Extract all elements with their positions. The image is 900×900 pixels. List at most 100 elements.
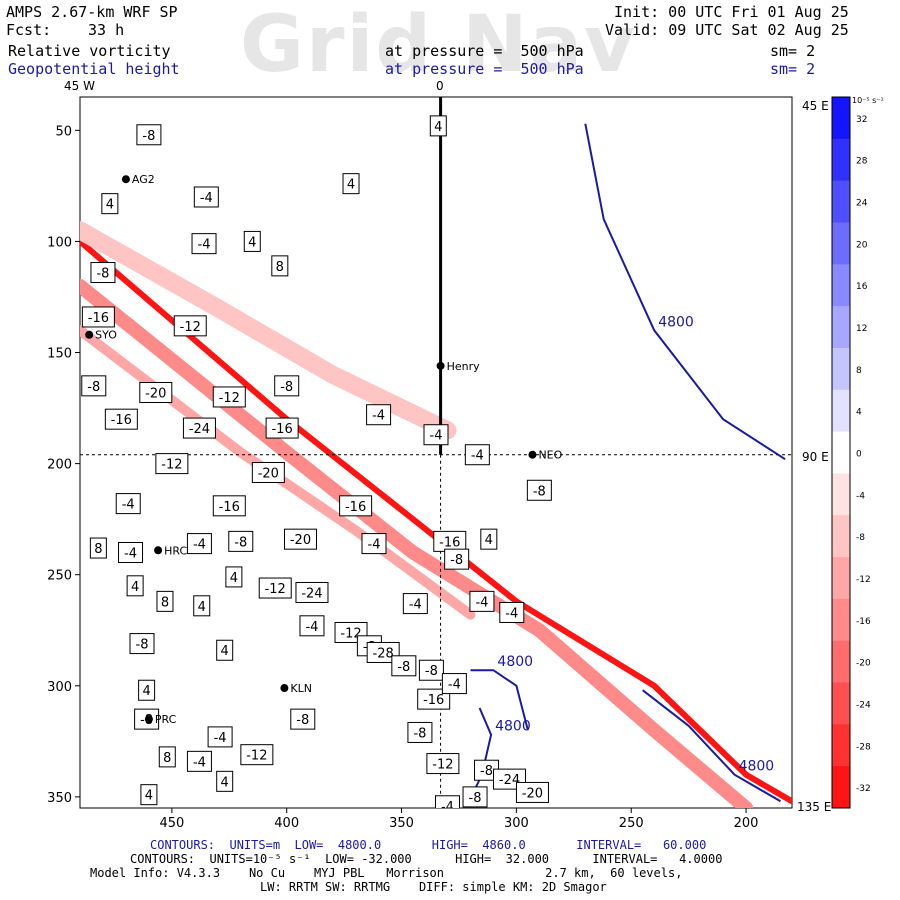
station-dot xyxy=(144,715,153,724)
height-contour-1 xyxy=(584,123,786,461)
contour-label-box xyxy=(295,581,329,603)
contour-label-text: -8 xyxy=(234,535,247,550)
contour-label-15: -4 xyxy=(366,404,392,426)
contour-label-text: 4 xyxy=(142,684,150,699)
lon-90e-label: 90 E xyxy=(802,450,829,464)
contour-label-box xyxy=(115,493,141,515)
valid-time: Valid: 09 UTC Sat 02 Aug 25 xyxy=(605,21,849,39)
contour-label-13: -12 xyxy=(212,386,246,408)
contour-label-37: 4 xyxy=(126,575,144,597)
colorbar-tick-label: 20 xyxy=(856,240,868,250)
contour-label-box xyxy=(136,124,162,146)
colorbar-unit: 10⁻⁵ s⁻¹ xyxy=(852,96,884,105)
y-tick-label: 150 xyxy=(47,347,72,362)
contour-label-box xyxy=(417,688,451,710)
contour-label-text: 8 xyxy=(163,751,171,766)
contour-label-65: -12 xyxy=(426,753,460,775)
contour-label-text: -4 xyxy=(471,449,484,464)
contour-label-27: -4 xyxy=(186,533,212,555)
contour-label-58: -8 xyxy=(290,708,316,730)
contour-label-12: -20 xyxy=(139,382,173,404)
contour-label-54: -4 xyxy=(441,673,467,695)
contour-label-text: -20 xyxy=(258,466,279,481)
x-tick-label: 400 xyxy=(274,816,299,831)
contour-label-41: -4 xyxy=(469,590,495,612)
colorbar-swatch xyxy=(832,222,850,265)
contour-label-48: -8 xyxy=(129,633,155,655)
contour-label-50: -28 xyxy=(366,641,400,663)
colorbar-swatch xyxy=(832,389,850,433)
contour-label-49: 4 xyxy=(216,639,234,661)
lon-left-label: 45 W xyxy=(64,79,95,93)
contour-label-box xyxy=(283,528,317,550)
contour-label-33: 4 xyxy=(480,528,498,550)
contour-label-text: -8 xyxy=(280,380,293,395)
contour-label-25: -16 xyxy=(212,495,246,517)
height-contour-label-3: 4800 xyxy=(495,719,531,735)
contour-label-box xyxy=(138,679,156,701)
contour-label-text: 4 xyxy=(485,533,493,548)
contour-label-64: -8 xyxy=(407,721,433,743)
pressure1-label: at pressure = 500 hPa xyxy=(385,42,584,60)
contour-label-7: 8 xyxy=(271,255,289,277)
footer-line2: CONTOURS: UNITS=10⁻⁵ s⁻¹ LOW= -32.000 HI… xyxy=(130,852,723,866)
colorbar-swatch xyxy=(832,431,850,474)
x-tick-label: 300 xyxy=(504,816,529,831)
contour-label-box xyxy=(402,593,428,615)
watermark: Grid Nav xyxy=(240,0,637,90)
contour-label-text: -16 xyxy=(271,422,292,437)
colorbar-tick-label: 0 xyxy=(856,450,862,460)
contour-label-text: -4 xyxy=(448,678,461,693)
contour-label-text: -12 xyxy=(180,320,201,335)
contour-label-box xyxy=(464,444,490,466)
y-tick-label: 200 xyxy=(47,458,72,473)
contour-label-box xyxy=(228,530,254,552)
contour-label-box xyxy=(126,575,144,597)
station-dot xyxy=(436,361,445,370)
contour-label-text: -8 xyxy=(136,638,149,653)
contour-label-box xyxy=(104,408,138,430)
colorbar-swatch xyxy=(832,515,850,558)
station-dot xyxy=(121,175,130,184)
contour-label-text: 4 xyxy=(106,198,114,213)
contour-label-box xyxy=(290,708,316,730)
contour-label-box xyxy=(216,639,234,661)
colorbar-tick-label: -24 xyxy=(856,700,871,710)
contour-label-box xyxy=(156,590,174,612)
contour-label-38: -12 xyxy=(258,577,292,599)
contour-label-box xyxy=(191,233,217,255)
contour-label-text: -4 xyxy=(214,731,227,746)
contour-label-box xyxy=(251,461,285,483)
contour-label-29: -20 xyxy=(283,528,317,550)
contour-label-text: 4 xyxy=(131,580,139,595)
contour-label-box xyxy=(216,770,234,792)
contour-label-box xyxy=(101,193,119,215)
contour-label-text: 8 xyxy=(276,260,284,275)
contour-label-box xyxy=(212,495,246,517)
contour-label-text: -12 xyxy=(432,758,453,773)
colorbar-tick-label: -4 xyxy=(856,491,865,501)
contour-label-box xyxy=(173,315,207,337)
contour-label-box xyxy=(193,186,219,208)
contour-label-text: -4 xyxy=(430,429,443,444)
contour-label-box xyxy=(342,173,360,195)
station-kln: KLN xyxy=(280,682,312,695)
contour-label-20: -4 xyxy=(464,444,490,466)
contour-label-text: -16 xyxy=(439,535,460,550)
station-name: PRC xyxy=(155,713,177,726)
contour-label-box xyxy=(299,615,325,637)
x-tick-label: 450 xyxy=(159,816,184,831)
contour-label-68: -20 xyxy=(515,781,549,803)
contour-label-text: -4 xyxy=(122,498,135,513)
contour-label-11: -8 xyxy=(81,375,107,397)
contour-label-text: 4 xyxy=(145,789,153,804)
contour-label-text: -12 xyxy=(161,458,182,473)
contour-label-10: -12 xyxy=(173,315,207,337)
contour-label-18: -16 xyxy=(265,417,299,439)
contour-label-box xyxy=(193,595,211,617)
station-prc: PRC xyxy=(144,713,177,726)
contour-label-box xyxy=(480,528,498,550)
colorbar-swatch xyxy=(832,766,850,809)
contour-label-box xyxy=(407,721,433,743)
